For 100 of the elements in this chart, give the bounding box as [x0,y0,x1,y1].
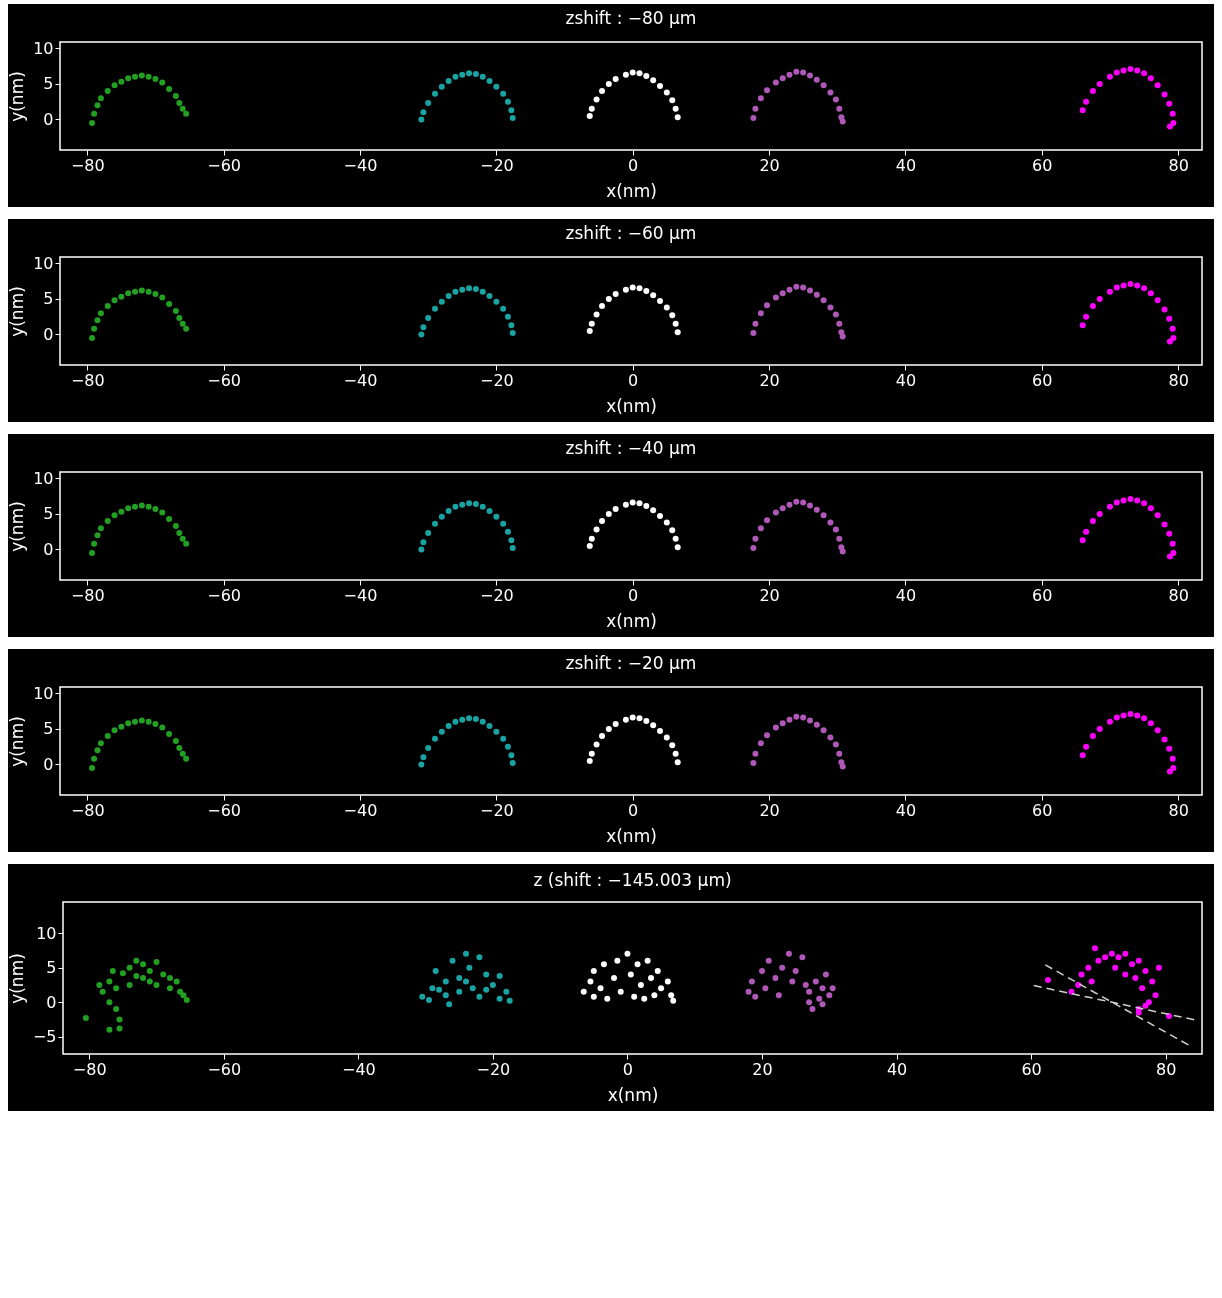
point [1079,322,1086,329]
x-tick-label: 60 [1032,155,1053,175]
x-tick-label: −80 [70,155,105,175]
point [670,997,677,1004]
point [612,75,619,82]
point [493,298,500,305]
point [827,519,834,526]
point [641,995,648,1002]
point [604,995,611,1002]
point [819,1001,826,1008]
point [94,747,101,754]
y-tick-label: 10 [36,923,57,943]
point [672,320,679,327]
point [590,993,597,1000]
point [764,302,771,309]
point [91,540,98,547]
point [656,513,663,520]
point [636,70,643,77]
x-tick-label: 40 [895,800,917,820]
x-tick-label: −40 [343,370,378,390]
point [469,985,476,992]
point [180,992,187,999]
point [109,968,116,975]
point [1113,499,1120,506]
point [1106,73,1113,80]
point [418,546,425,553]
y-tick-label: 5 [43,74,54,94]
point [425,745,432,752]
point [643,718,650,725]
point [172,523,179,529]
point [431,520,438,527]
point [1079,107,1086,114]
point [418,761,425,768]
point [140,975,147,981]
point [643,73,650,80]
point [472,715,479,722]
x-tick-label: −20 [479,155,514,175]
x-tick-label: 60 [1032,370,1053,390]
point [1147,290,1154,297]
point [593,96,600,103]
x-tick-label: −40 [343,585,378,605]
point [1169,540,1176,547]
point [580,988,587,995]
x-tick-label: −60 [207,800,242,820]
point [669,312,676,319]
point [1089,733,1096,740]
point [442,992,449,999]
point [629,499,636,506]
point [1106,718,1113,725]
point [663,304,670,311]
y-axis-title: y(nm) [7,501,28,552]
point [179,320,186,327]
point [509,545,516,552]
chart-title: zshift : −20 μm [565,653,697,674]
point [472,500,479,507]
point [1154,82,1161,89]
point [832,526,839,533]
point [764,87,771,94]
point [836,750,843,757]
point [509,115,516,122]
point [800,284,807,291]
point [624,950,631,957]
point [442,978,449,985]
point [1166,338,1173,345]
point [827,89,834,96]
point [173,978,180,985]
point [496,972,503,979]
point [792,968,799,975]
point [438,83,445,90]
point [752,993,759,1000]
x-tick-label: 60 [1032,800,1053,820]
point [605,510,612,517]
point [456,988,463,995]
chart-title: z (shift : −145.003 μm) [533,870,732,890]
point [138,717,145,724]
point [1127,496,1134,502]
point [1083,98,1090,105]
point [1170,120,1177,126]
point [500,735,507,742]
point [159,294,166,301]
point [636,285,643,292]
x-tick-label: 40 [895,370,917,390]
point [459,286,466,293]
point [1078,971,1085,978]
point [605,295,612,302]
point [508,752,515,759]
point [656,83,663,90]
point [1166,100,1173,107]
point [159,724,166,731]
point [1161,306,1168,313]
point [839,763,846,770]
point [456,975,463,981]
point [1106,503,1113,510]
point [793,68,800,75]
point [593,311,600,318]
point [420,754,427,761]
chart-title: zshift : −80 μm [565,8,697,29]
point [125,720,132,727]
point [816,995,823,1002]
point [820,297,827,304]
